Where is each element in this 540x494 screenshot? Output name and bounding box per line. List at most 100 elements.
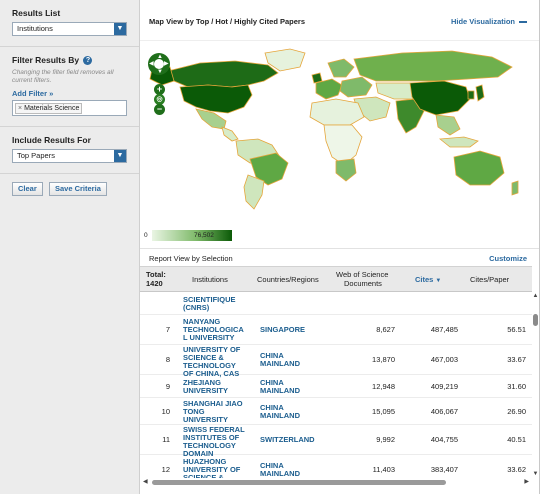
institution-link[interactable]: SHANGHAI JIAO bbox=[183, 399, 243, 408]
map-region-central-america bbox=[221, 126, 239, 142]
pan-left-icon[interactable]: ◀ bbox=[149, 61, 154, 67]
horizontal-scrollbar[interactable]: ◀ ▶ bbox=[140, 478, 532, 487]
scroll-thumb-horizontal[interactable] bbox=[152, 480, 446, 485]
scroll-left-icon[interactable]: ◀ bbox=[143, 479, 148, 485]
pan-up-icon[interactable]: ▲ bbox=[157, 54, 163, 60]
legend-gradient bbox=[152, 230, 232, 241]
institution-link[interactable]: UNIVERSITY bbox=[183, 415, 229, 424]
chevron-down-icon[interactable]: ▼ bbox=[114, 23, 126, 35]
pan-right-icon[interactable]: ▶ bbox=[164, 61, 169, 67]
map-region-uk bbox=[311, 72, 323, 84]
col-countries[interactable]: Countries/Regions bbox=[257, 275, 319, 284]
country-link[interactable]: MAINLAND bbox=[260, 411, 300, 420]
chevron-down-icon[interactable]: ▼ bbox=[114, 150, 126, 163]
institution-link[interactable]: L UNIVERSITY bbox=[183, 333, 235, 342]
institution-link[interactable]: SWISS FEDERAL bbox=[183, 425, 245, 434]
table-body: SCIENTIFIQUE (CNRS) 7 NANYANG TECHNOLOGICA… bbox=[140, 292, 532, 478]
include-select[interactable]: Top Papers ▼ bbox=[12, 149, 127, 164]
map-region-russia bbox=[353, 50, 513, 82]
col-wos-line2[interactable]: Documents bbox=[344, 279, 382, 288]
institution-link[interactable]: UNIVERSITY OF bbox=[183, 465, 241, 474]
institution-link[interactable]: ZHEJIANG bbox=[183, 378, 221, 387]
help-icon[interactable]: ? bbox=[83, 56, 93, 66]
sidebar: Results List Institutions ▼ Filter Resul… bbox=[0, 0, 140, 494]
results-list-section: Results List Institutions ▼ bbox=[0, 0, 139, 47]
country-link[interactable]: CHINA bbox=[260, 403, 284, 412]
cites-per-paper-cell: 33.62 bbox=[507, 465, 526, 474]
table-row: 10 SHANGHAI JIAO TONG UNIVERSITY CHINA MAINLA… bbox=[140, 398, 532, 425]
remove-chip-icon[interactable]: × bbox=[18, 105, 23, 113]
map-region-greenland bbox=[264, 48, 306, 72]
pan-control[interactable]: ▲ ▼ ◀ ▶ bbox=[148, 53, 170, 75]
institution-link[interactable]: SCIENCE & bbox=[183, 353, 224, 362]
institution-link[interactable]: SCIENTIFIQUE (CNRS) bbox=[183, 295, 236, 312]
legend-min: 0 bbox=[144, 232, 148, 239]
map-region-south-africa bbox=[335, 158, 357, 182]
table-row: SCIENTIFIQUE (CNRS) bbox=[140, 292, 532, 315]
institution-link[interactable]: TECHNOLOGY bbox=[183, 361, 236, 370]
scroll-right-icon[interactable]: ▶ bbox=[524, 479, 529, 485]
cites-cell: 467,003 bbox=[430, 355, 458, 364]
cites-per-paper-cell: 33.67 bbox=[507, 355, 526, 364]
map-region-indonesia bbox=[438, 136, 479, 148]
col-institutions[interactable]: Institutions bbox=[192, 275, 228, 284]
filter-chip[interactable]: × Materials Science bbox=[15, 103, 83, 115]
country-link[interactable]: CHINA bbox=[260, 378, 284, 387]
country-link[interactable]: SINGAPORE bbox=[260, 325, 306, 334]
institution-link[interactable]: SCIENCE & bbox=[183, 473, 224, 479]
col-wos-line1[interactable]: Web of Science bbox=[336, 270, 389, 279]
country-link[interactable]: MAINLAND bbox=[260, 469, 300, 478]
documents-cell: 12,948 bbox=[372, 382, 395, 391]
country-link[interactable]: CHINA bbox=[260, 461, 284, 470]
pan-down-icon[interactable]: ▼ bbox=[157, 69, 163, 75]
map-region-usa bbox=[179, 84, 253, 114]
zoom-in-icon[interactable]: + bbox=[154, 84, 165, 95]
institution-link[interactable]: INSTITUTES OF bbox=[183, 433, 240, 442]
table-row: 7 NANYANG TECHNOLOGICA L UNIVERSITY SINGAPOR… bbox=[140, 315, 532, 345]
filter-note: Changing the filter field removes all cu… bbox=[12, 69, 114, 85]
institution-link[interactable]: UNIVERSITY OF bbox=[183, 345, 241, 354]
documents-cell: 8,627 bbox=[376, 325, 395, 334]
table-header: Total: 1420 Institutions Countries/Regio… bbox=[140, 266, 532, 292]
cites-cell: 409,219 bbox=[430, 382, 458, 391]
vertical-scrollbar[interactable]: ▲ ▼ bbox=[532, 292, 539, 478]
hide-visualization-label: Hide Visualization bbox=[450, 17, 515, 26]
scroll-up-icon[interactable]: ▲ bbox=[532, 293, 539, 299]
results-list-select[interactable]: Institutions ▼ bbox=[12, 22, 127, 36]
rank-cell: 12 bbox=[161, 465, 170, 474]
save-criteria-button[interactable]: Save Criteria bbox=[49, 182, 107, 197]
map-region-europe-west bbox=[315, 78, 343, 100]
institution-link[interactable]: TECHNOLOGICA bbox=[183, 325, 244, 334]
zoom-out-icon[interactable]: − bbox=[154, 104, 165, 115]
institution-link[interactable]: DOMAIN bbox=[183, 449, 214, 458]
institution-link[interactable]: NANYANG bbox=[183, 317, 221, 326]
country-link[interactable]: SWITZERLAND bbox=[260, 435, 315, 444]
map-legend: 0 76,502 bbox=[144, 229, 234, 242]
filter-section: Filter Results By ? Changing the filter … bbox=[0, 47, 139, 128]
collapse-icon bbox=[519, 21, 527, 24]
col-cites-per-paper[interactable]: Cites/Paper bbox=[470, 275, 510, 284]
col-cites[interactable]: Cites ▼ bbox=[415, 275, 441, 286]
hide-visualization-link[interactable]: Hide Visualization bbox=[451, 17, 527, 26]
results-list-title: Results List bbox=[12, 8, 61, 18]
customize-link[interactable]: Customize bbox=[489, 254, 527, 263]
institution-link[interactable]: OF CHINA, CAS bbox=[183, 369, 240, 378]
institution-link[interactable]: TECHNOLOGY bbox=[183, 441, 236, 450]
documents-cell: 11,403 bbox=[372, 465, 395, 474]
total-label: Total: bbox=[146, 270, 166, 279]
institution-link[interactable]: UNIVERSITY bbox=[183, 386, 229, 395]
add-filter-link[interactable]: Add Filter » bbox=[12, 89, 54, 99]
clear-button[interactable]: Clear bbox=[12, 182, 43, 197]
globe-icon[interactable]: ◎ bbox=[154, 94, 165, 105]
table-row: 11 SWISS FEDERAL INSTITUTES OF TECHNOLOGY DO… bbox=[140, 425, 532, 458]
scroll-thumb[interactable] bbox=[533, 314, 538, 326]
table-row: 9 ZHEJIANG UNIVERSITY CHINA MAINLAND 12,948 40… bbox=[140, 375, 532, 398]
institution-link[interactable]: TONG bbox=[183, 407, 205, 416]
country-link[interactable]: MAINLAND bbox=[260, 386, 300, 395]
country-link[interactable]: CHINA bbox=[260, 351, 284, 360]
institution-link[interactable]: HUAZHONG bbox=[183, 457, 227, 466]
filter-chip-box[interactable]: × Materials Science bbox=[12, 100, 127, 117]
scroll-down-icon[interactable]: ▼ bbox=[532, 471, 539, 477]
world-map[interactable]: ▲ ▼ ◀ ▶ + ◎ − bbox=[140, 40, 539, 226]
country-link[interactable]: MAINLAND bbox=[260, 359, 300, 368]
